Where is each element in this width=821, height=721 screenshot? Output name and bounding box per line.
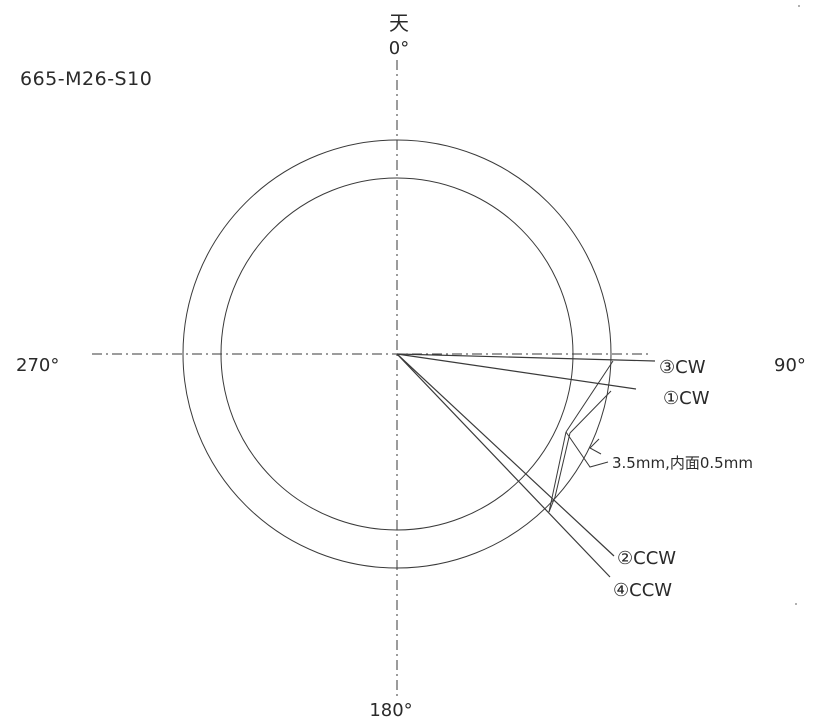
marker-label-4-ccw: ④CCW bbox=[613, 580, 672, 601]
marker-label-3-cw: ③CW bbox=[659, 357, 706, 378]
outer-ring bbox=[182, 139, 612, 569]
marker-label-2-ccw: ②CCW bbox=[617, 548, 676, 569]
angle-label-top: 0° bbox=[389, 38, 409, 59]
marker-line-1-cw bbox=[396, 353, 637, 390]
marker-line-2-ccw bbox=[396, 353, 615, 557]
marker-line-4-ccw bbox=[396, 353, 611, 578]
part-number: 665-M26-S10 bbox=[20, 68, 152, 90]
corner-dot bbox=[795, 603, 797, 605]
angle-label-left: 270° bbox=[16, 355, 59, 376]
inner-ring bbox=[220, 177, 574, 531]
taper-hatch bbox=[548, 360, 614, 513]
angle-label-bottom: 180° bbox=[369, 700, 412, 721]
marker-label-1-cw: ①CW bbox=[663, 388, 710, 409]
top-marker-label: 天 bbox=[389, 11, 409, 35]
dimension-leader bbox=[565, 431, 609, 468]
angle-label-right: 90° bbox=[774, 355, 806, 376]
corner-dot bbox=[798, 5, 800, 7]
marker-line-3-cw bbox=[396, 353, 656, 362]
dimension-note: 3.5mm,内面0.5mm bbox=[612, 454, 753, 472]
